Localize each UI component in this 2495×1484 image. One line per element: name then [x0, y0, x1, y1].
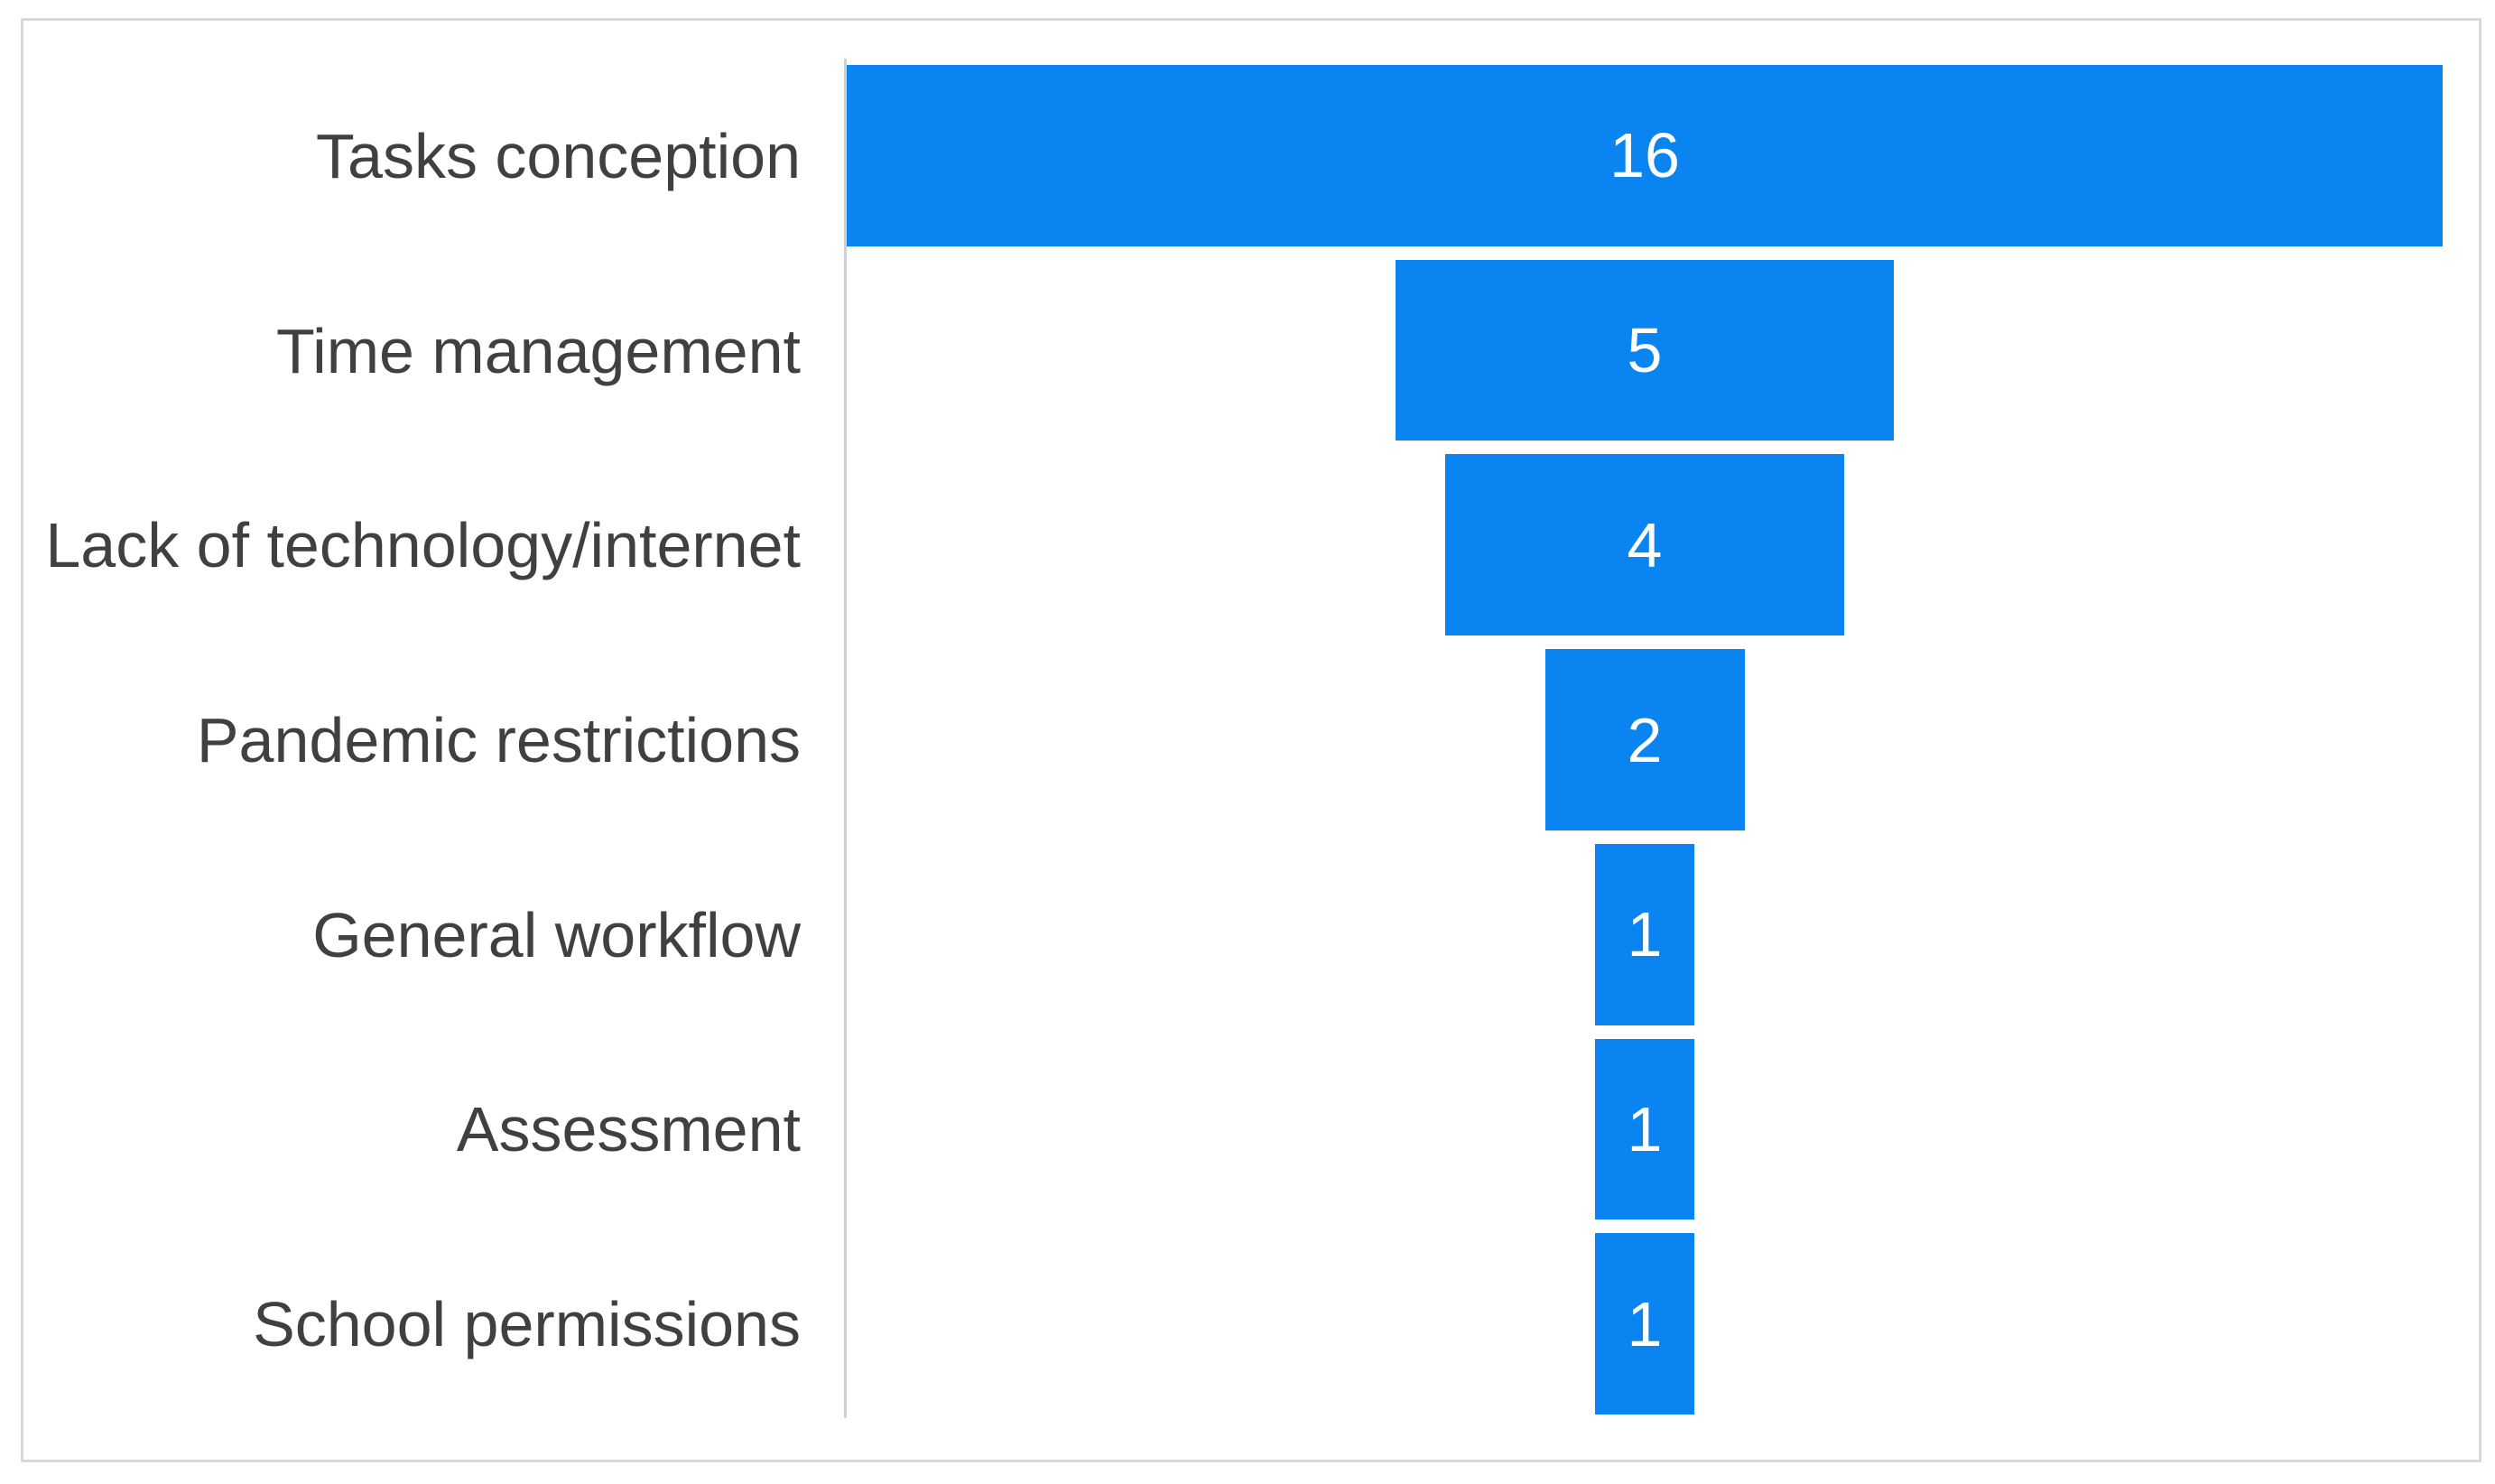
bar-area: 2 — [847, 643, 2479, 838]
bar-area: 4 — [847, 448, 2479, 643]
y-axis-line — [844, 59, 847, 1418]
rows: Tasks conception 16 Time management 5 Lack o… — [23, 59, 2479, 1422]
bar-value-label: 5 — [1627, 315, 1663, 386]
category-label: Assessment — [456, 1094, 801, 1165]
chart-row: General workflow 1 — [23, 838, 2479, 1033]
bar-area: 1 — [847, 1227, 2479, 1422]
funnel-bar: 5 — [1395, 259, 1895, 441]
category-label: Pandemic restrictions — [196, 705, 801, 776]
bar-area: 16 — [847, 59, 2479, 254]
funnel-bar: 1 — [1594, 1233, 1695, 1415]
bar-value-label: 16 — [1609, 120, 1680, 191]
bar-value-label: 1 — [1627, 1288, 1663, 1359]
bar-value-label: 4 — [1627, 509, 1663, 580]
chart-row: Assessment 1 — [23, 1033, 2479, 1228]
category-label: Time management — [276, 315, 801, 386]
chart-row: Time management 5 — [23, 254, 2479, 449]
bar-value-label: 1 — [1627, 899, 1663, 970]
chart-row: Tasks conception 16 — [23, 59, 2479, 254]
funnel-bar: 4 — [1445, 454, 1844, 636]
chart-row: School permissions 1 — [23, 1227, 2479, 1422]
funnel-bar: 16 — [847, 65, 2443, 246]
category-label: Tasks conception — [316, 120, 801, 191]
bar-area: 1 — [847, 1033, 2479, 1228]
chart-card: Tasks conception 16 Time management 5 Lack o… — [21, 18, 2481, 1462]
funnel-bar: 1 — [1594, 843, 1695, 1025]
chart-row: Lack of technology/internet 4 — [23, 448, 2479, 643]
bar-value-label: 1 — [1627, 1093, 1663, 1164]
bar-value-label: 2 — [1627, 704, 1663, 775]
funnel-bar: 1 — [1594, 1038, 1695, 1220]
bar-area: 1 — [847, 838, 2479, 1033]
category-label: School permissions — [253, 1289, 801, 1360]
category-label: Lack of technology/internet — [45, 510, 801, 581]
funnel-bar: 2 — [1544, 649, 1745, 830]
category-label: General workflow — [312, 899, 801, 970]
chart-row: Pandemic restrictions 2 — [23, 643, 2479, 838]
bar-area: 5 — [847, 254, 2479, 449]
